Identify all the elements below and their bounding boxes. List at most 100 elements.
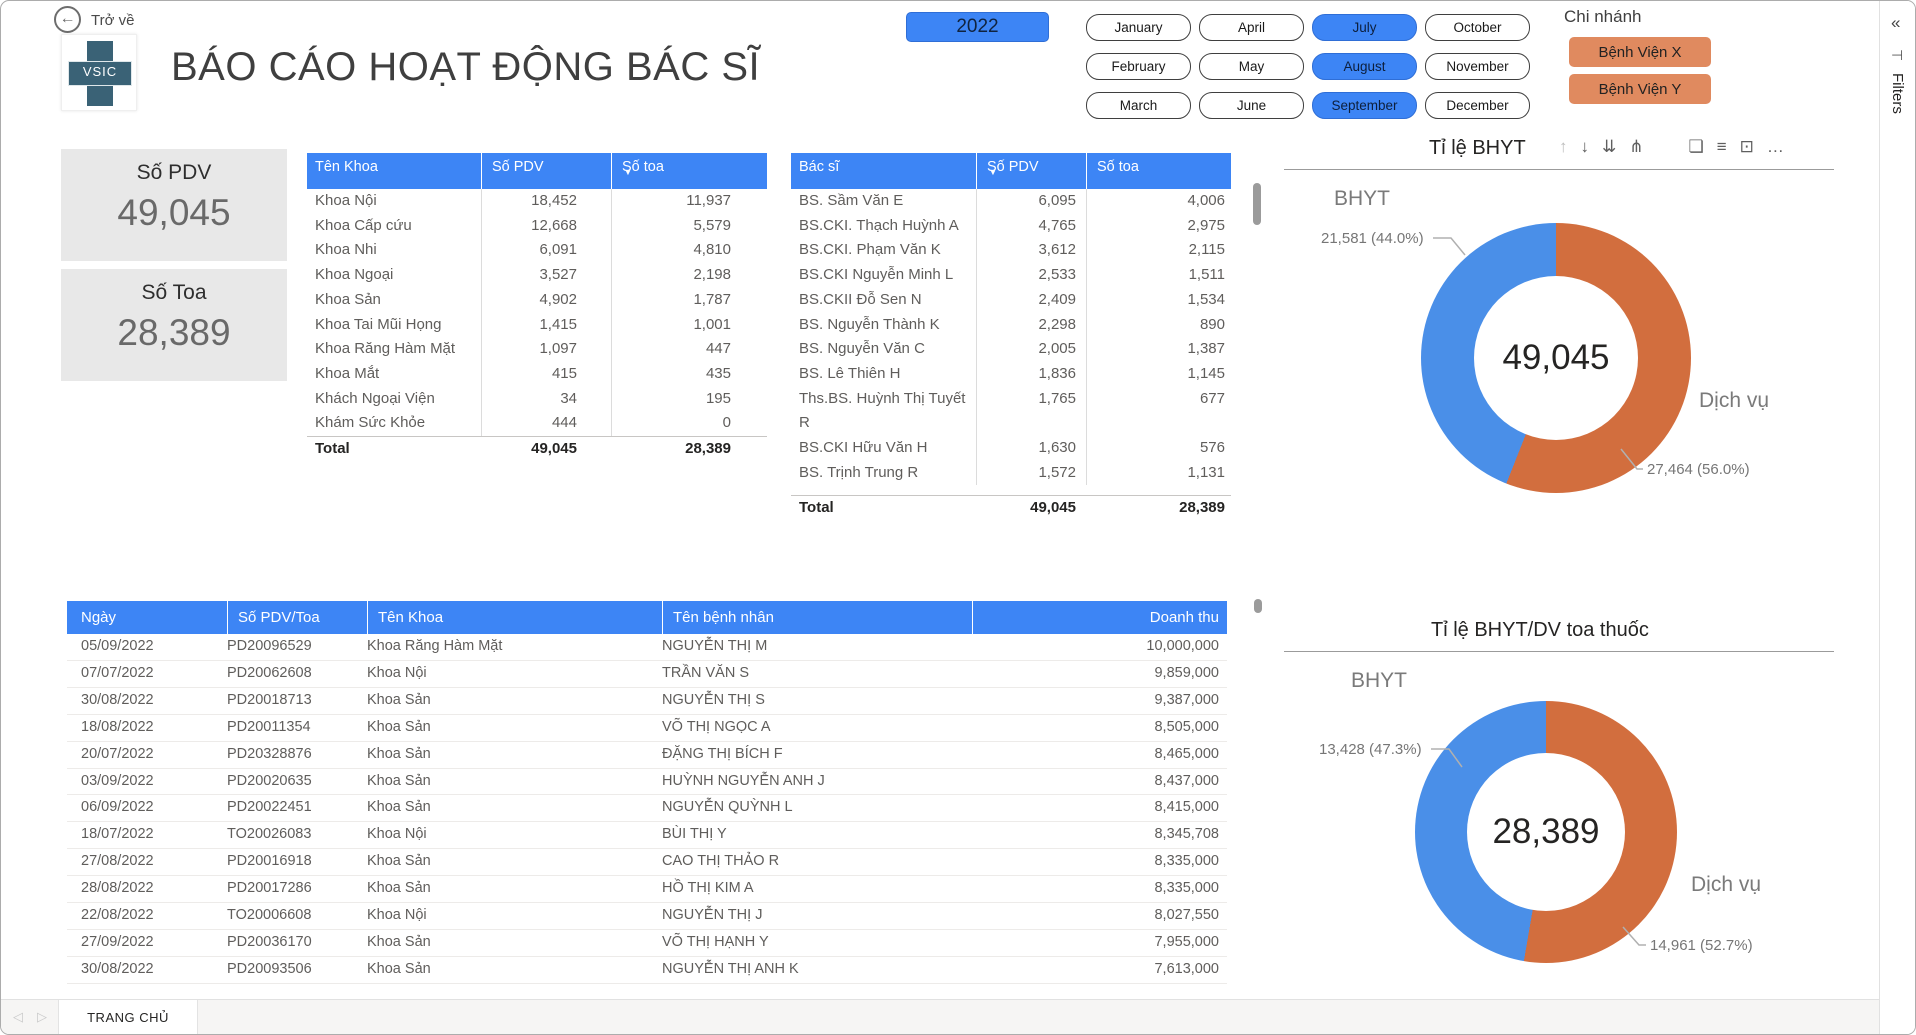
month-button-march[interactable]: March bbox=[1086, 92, 1191, 119]
kpi-value: 49,045 bbox=[117, 192, 231, 233]
table-row[interactable]: BS. Trịnh Trung R 1,572 1,131 bbox=[791, 460, 1231, 486]
slice-callout-dichvu: 14,961 (52.7%) bbox=[1650, 937, 1753, 954]
column-header[interactable]: Bác sĩ bbox=[799, 159, 840, 175]
table-row[interactable]: Khoa Ngoại 3,527 2,198 bbox=[307, 263, 767, 288]
month-button-june[interactable]: June bbox=[1199, 92, 1304, 119]
table-row[interactable]: Total 49,045 28,389 bbox=[791, 495, 1231, 521]
chart1-title-divider bbox=[1284, 169, 1834, 170]
collapse-pane-icon[interactable]: « bbox=[1891, 13, 1901, 32]
table-row[interactable]: BS. Nguyễn Văn C 2,005 1,387 bbox=[791, 337, 1231, 362]
expand-filters-icon[interactable]: ⊣ bbox=[1891, 47, 1904, 63]
column-header[interactable]: Tên Khoa bbox=[367, 601, 662, 634]
back-label[interactable]: Trở về bbox=[91, 12, 135, 29]
month-button-april[interactable]: April bbox=[1199, 14, 1304, 41]
branch-button-1[interactable]: Bệnh Viện X bbox=[1569, 37, 1711, 67]
column-header[interactable]: Tên bệnh nhân bbox=[662, 601, 972, 634]
next-page-icon[interactable]: ▷ bbox=[37, 1009, 47, 1024]
sort-desc-icon: ▼ bbox=[989, 168, 997, 177]
table-row[interactable]: Ths.BS. Huỳnh Thị Tuyết R 1,765 677 bbox=[791, 386, 1231, 437]
column-header[interactable]: Doanh thu bbox=[972, 601, 1227, 634]
next-level-icon[interactable]: ⇊ bbox=[1602, 137, 1617, 156]
tab-trang-chu[interactable]: TRANG CHỦ bbox=[58, 1000, 198, 1034]
column-header[interactable]: Số PDV/Toa bbox=[227, 601, 367, 634]
table-row[interactable]: Khách Ngoại Viện 34 195 bbox=[307, 386, 767, 412]
table-row[interactable]: Khoa Nhi 6,091 4,810 bbox=[307, 238, 767, 264]
column-header[interactable]: Số toa ▼ bbox=[611, 153, 767, 189]
month-button-september[interactable]: September bbox=[1312, 92, 1417, 119]
logo-text: VSIC bbox=[82, 64, 118, 79]
table-row[interactable]: 22/08/2022 TO20006608 Khoa Nội NGUYỄN THỊ J… bbox=[67, 903, 1227, 930]
table-row[interactable]: 20/07/2022 PD20328876 Khoa Sản ĐẶNG THỊ BÍC… bbox=[67, 742, 1227, 769]
month-button-january[interactable]: January bbox=[1086, 14, 1191, 41]
branch-slicer-label: Chi nhánh bbox=[1564, 7, 1642, 26]
prev-page-icon[interactable]: ◁ bbox=[13, 1009, 23, 1024]
slice-callout-bhyt: 21,581 (44.0%) bbox=[1321, 230, 1424, 247]
table-row[interactable]: 18/08/2022 PD20011354 Khoa Sản VÕ THỊ NGỌC … bbox=[67, 715, 1227, 742]
table-row[interactable]: 30/08/2022 PD20093506 Khoa Sản NGUYỄN THỊ A… bbox=[67, 957, 1227, 984]
table-row[interactable]: Khoa Tai Mũi Họng 1,415 1,001 bbox=[307, 312, 767, 338]
drill-up-icon[interactable]: ↑ bbox=[1559, 137, 1568, 156]
table-row[interactable]: BS.CKII Đỗ Sen N 2,409 1,534 bbox=[791, 287, 1231, 313]
month-button-october[interactable]: October bbox=[1425, 14, 1530, 41]
copy-icon[interactable]: ❏ bbox=[1688, 137, 1704, 156]
table-row[interactable]: 27/08/2022 PD20016918 Khoa Sản CAO THỊ THẢO… bbox=[67, 849, 1227, 877]
slice-label-bhyt: BHYT bbox=[1351, 669, 1408, 692]
column-header[interactable]: Số PDV bbox=[481, 153, 611, 189]
slice-callout-bhyt: 13,428 (47.3%) bbox=[1319, 741, 1422, 758]
branch-button-2[interactable]: Bệnh Viện Y bbox=[1569, 74, 1711, 104]
month-button-november[interactable]: November bbox=[1425, 53, 1530, 80]
filter-icon[interactable]: ≡ bbox=[1716, 137, 1727, 156]
table-row[interactable]: 05/09/2022 PD20096529 Khoa Răng Hàm Mặt NGU… bbox=[67, 634, 1227, 661]
more-options-icon[interactable]: … bbox=[1766, 137, 1784, 156]
table-row[interactable]: Khoa Răng Hàm Mặt 1,097 447 bbox=[307, 337, 767, 362]
kpi-card-so-toa[interactable]: Số Toa 28,389 bbox=[61, 269, 287, 381]
table-row[interactable]: BS. Sầm Văn E 6,095 4,006 bbox=[791, 189, 1231, 214]
chart2-title: Tỉ lệ BHYT/DV toa thuốc bbox=[1431, 619, 1649, 641]
column-header[interactable]: Số PDV ▼ bbox=[976, 153, 1086, 189]
month-button-august[interactable]: August bbox=[1312, 53, 1417, 80]
detail-table-scrollbar[interactable] bbox=[1254, 599, 1262, 613]
month-button-july[interactable]: July bbox=[1312, 14, 1417, 41]
table-row[interactable]: 03/09/2022 PD20020635 Khoa Sản HUỲNH NGUYỄN… bbox=[67, 769, 1227, 796]
expand-all-icon[interactable]: ⋔ bbox=[1629, 137, 1644, 156]
table-row[interactable]: Total 49,045 28,389 bbox=[307, 436, 767, 462]
table-row[interactable]: 07/07/2022 PD20062608 Khoa Nội TRẦN VĂN S 9,… bbox=[67, 661, 1227, 688]
donut-center-total: 49,045 bbox=[1502, 338, 1610, 377]
table-row[interactable]: 18/07/2022 TO20026083 Khoa Nội BÙI THỊ Y 8,3… bbox=[67, 822, 1227, 850]
month-button-december[interactable]: December bbox=[1425, 92, 1530, 119]
month-button-february[interactable]: February bbox=[1086, 53, 1191, 80]
filters-pane-label[interactable]: Filters bbox=[1889, 73, 1906, 114]
table-row[interactable]: Khoa Cấp cứu 12,668 5,579 bbox=[307, 213, 767, 239]
table-row[interactable]: BS.CKI Nguyễn Minh L 2,533 1,511 bbox=[791, 263, 1231, 288]
month-button-may[interactable]: May bbox=[1199, 53, 1304, 80]
chart1-toolbar: ↑ ↓ ⇊ ⋔ ❏ ≡ ⊡ … bbox=[1559, 137, 1784, 157]
table-row[interactable]: Khoa Mắt 415 435 bbox=[307, 361, 767, 387]
table-row[interactable]: BS. Lê Thiên H 1,836 1,145 bbox=[791, 361, 1231, 387]
table-row[interactable]: BS.CKI. Phạm Văn K 3,612 2,115 bbox=[791, 238, 1231, 264]
doctor-table-scrollbar[interactable] bbox=[1253, 183, 1261, 225]
column-header[interactable]: Số toa bbox=[1086, 153, 1231, 189]
table-row[interactable]: 28/08/2022 PD20017286 Khoa Sản HỒ THỊ KIM A… bbox=[67, 876, 1227, 904]
kpi-card-so-pdv[interactable]: Số PDV 49,045 bbox=[61, 149, 287, 261]
table-row[interactable]: BS. Nguyễn Thành K 2,298 890 bbox=[791, 312, 1231, 338]
table-row[interactable]: Khoa Sản 4,902 1,787 bbox=[307, 287, 767, 313]
table-row[interactable]: BS.CKI Hữu Văn H 1,630 576 bbox=[791, 436, 1231, 461]
back-icon[interactable]: ← bbox=[54, 6, 81, 33]
chart1-title: Tỉ lệ BHYT bbox=[1429, 137, 1526, 159]
donut-chart-bhyt-pdv[interactable]: 49,045 bbox=[1421, 223, 1691, 493]
focus-mode-icon[interactable]: ⊡ bbox=[1739, 137, 1754, 156]
table-row[interactable]: 27/09/2022 PD20036170 Khoa Sản VÕ THỊ HẠNH … bbox=[67, 930, 1227, 957]
table-row[interactable]: BS.CKI. Thạch Huỳnh A 4,765 2,975 bbox=[791, 213, 1231, 239]
year-slicer-button[interactable]: 2022 bbox=[906, 12, 1049, 42]
drill-down-icon[interactable]: ↓ bbox=[1580, 137, 1590, 156]
column-header[interactable]: Ngày bbox=[81, 609, 117, 626]
donut-chart-bhyt-toa[interactable]: 28,389 bbox=[1415, 701, 1677, 963]
table-header: Bác sĩ Số PDV ▼ Số toa bbox=[791, 153, 1231, 189]
table-row[interactable]: 06/09/2022 PD20022451 Khoa Sản NGUYỄN QUỲNH… bbox=[67, 795, 1227, 823]
kpi-value: 28,389 bbox=[117, 312, 231, 353]
table-row[interactable]: Khoa Nội 18,452 11,937 bbox=[307, 189, 767, 214]
table-row[interactable]: 30/08/2022 PD20018713 Khoa Sản NGUYỄN THỊ S… bbox=[67, 688, 1227, 715]
column-header[interactable]: Tên Khoa bbox=[315, 159, 378, 175]
dept-table: Tên Khoa Số PDV Số toa ▼ Khoa Nội 18,452 11,9… bbox=[307, 153, 767, 462]
table-row[interactable]: Khám Sức Khỏe 444 0 bbox=[307, 411, 767, 437]
